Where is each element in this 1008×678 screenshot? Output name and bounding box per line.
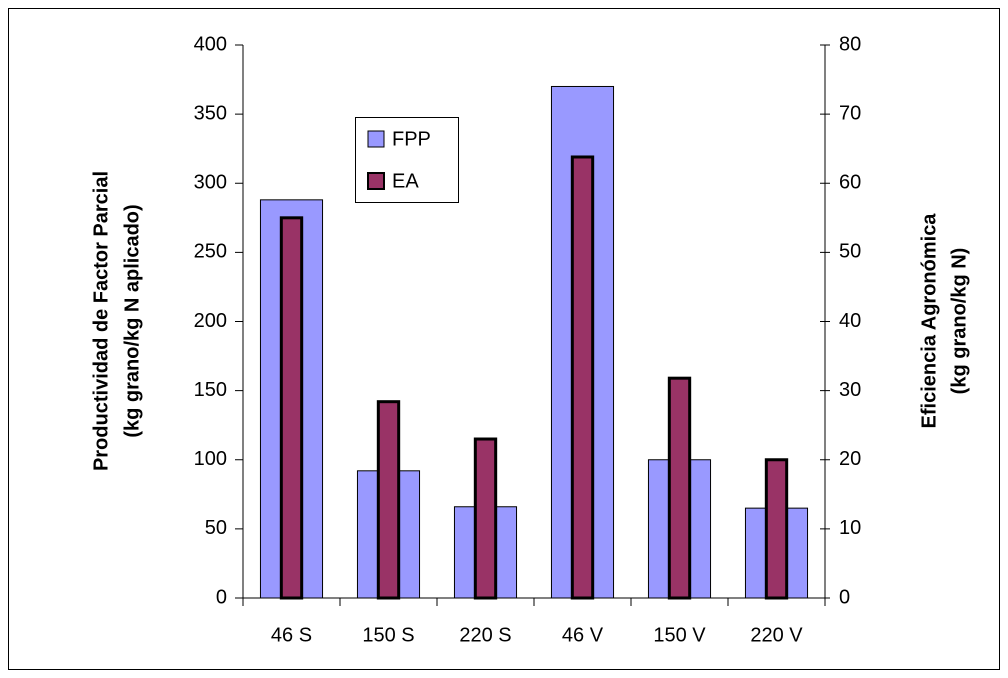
y-axis-title: Productividad de Factor Parcial [90, 171, 112, 471]
x-tick-label: 46 S [271, 624, 312, 646]
y-tick-label: 200 [194, 310, 227, 332]
y-tick-label: 100 [194, 448, 227, 470]
legend-label: EA [392, 170, 419, 192]
y2-tick-label: 10 [839, 517, 861, 539]
y-tick-label: 350 [194, 102, 227, 124]
y2-tick-label: 80 [839, 33, 861, 55]
y2-tick-label: 20 [839, 448, 861, 470]
y2-axis-title: Eficiencia Agronómica [918, 213, 940, 429]
y-tick-label: 50 [205, 517, 227, 539]
y2-axis-title: (kg grano/kg N) [948, 248, 970, 395]
bar [764, 458, 789, 600]
bar [667, 376, 692, 600]
y2-tick-label: 40 [839, 310, 861, 332]
y-tick-label: 0 [216, 586, 227, 608]
x-tick-label: 220 V [750, 624, 803, 646]
x-tick-label: 46 V [562, 624, 604, 646]
y-axis-title: (kg grano/kg N aplicado) [121, 204, 143, 437]
legend-swatch [367, 130, 385, 148]
x-tick-label: 150 S [362, 624, 414, 646]
y-tick-label: 250 [194, 241, 227, 263]
x-tick-label: 220 S [459, 624, 511, 646]
y2-tick-label: 0 [839, 586, 850, 608]
y2-tick-label: 60 [839, 172, 861, 194]
y-tick-label: 300 [194, 172, 227, 194]
legend-label: FPP [392, 128, 431, 150]
y2-tick-label: 30 [839, 379, 861, 401]
y-tick-label: 400 [194, 33, 227, 55]
legend-swatch [367, 172, 385, 190]
bar [376, 400, 401, 600]
x-tick-label: 150 V [653, 624, 706, 646]
y-tick-label: 150 [194, 379, 227, 401]
bar [473, 437, 498, 600]
bar [570, 155, 595, 600]
y2-tick-label: 50 [839, 241, 861, 263]
y2-tick-label: 70 [839, 102, 861, 124]
bar [279, 216, 304, 600]
